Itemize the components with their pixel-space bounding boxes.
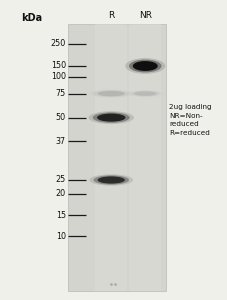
Text: 20: 20: [56, 189, 66, 198]
Text: 10: 10: [56, 232, 66, 241]
Ellipse shape: [131, 91, 160, 97]
Ellipse shape: [89, 111, 134, 124]
Ellipse shape: [133, 61, 158, 71]
Text: 75: 75: [56, 89, 66, 98]
Ellipse shape: [94, 175, 129, 185]
Text: 50: 50: [56, 113, 66, 122]
Ellipse shape: [97, 113, 126, 122]
Text: 250: 250: [51, 39, 66, 48]
Text: 37: 37: [56, 136, 66, 146]
Text: R: R: [108, 11, 114, 20]
Ellipse shape: [98, 91, 125, 96]
Text: 100: 100: [51, 72, 66, 81]
Ellipse shape: [93, 112, 130, 123]
Ellipse shape: [94, 90, 129, 97]
Ellipse shape: [129, 60, 162, 72]
Text: 2ug loading
NR=Non-
reduced
R=reduced: 2ug loading NR=Non- reduced R=reduced: [169, 104, 212, 136]
Text: NR: NR: [139, 11, 152, 20]
Bar: [129, 24, 161, 291]
Bar: [95, 24, 127, 291]
Ellipse shape: [125, 58, 165, 74]
Ellipse shape: [98, 176, 125, 184]
Text: 150: 150: [51, 61, 66, 70]
Text: 25: 25: [56, 176, 66, 184]
Bar: [68, 24, 166, 291]
Text: kDa: kDa: [21, 13, 42, 23]
Text: 15: 15: [56, 211, 66, 220]
Ellipse shape: [134, 91, 157, 96]
Ellipse shape: [89, 174, 133, 186]
